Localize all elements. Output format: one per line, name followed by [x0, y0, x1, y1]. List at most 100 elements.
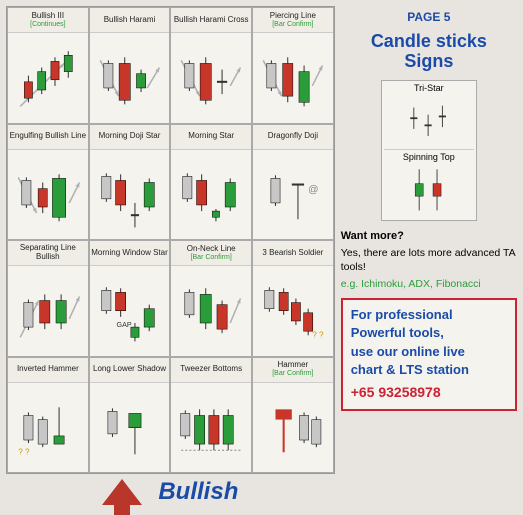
cell-body [171, 33, 251, 123]
arrow-up-icon [102, 479, 142, 505]
cell-header: On-Neck Line [Bar Confirm] [171, 241, 251, 266]
footer-row: Bullish [6, 474, 335, 506]
svg-text:? ?: ? ? [312, 330, 324, 339]
candle-icon [8, 150, 88, 240]
cell-header: Long Lower Shadow [90, 358, 170, 383]
promo-l1: For professional [351, 306, 507, 324]
cell-header: Piercing Line [Bar Confirm] [253, 8, 333, 33]
cell-title: Hammer [254, 361, 332, 370]
pattern-cell: Separating Line Bullish [7, 240, 89, 357]
cell-title: Piercing Line [254, 12, 332, 21]
candle-icon [253, 33, 333, 123]
cell-header: Bullish Harami [90, 8, 170, 33]
candle-icon [90, 33, 170, 123]
cell-header: Separating Line Bullish [8, 241, 88, 266]
cell-title: Bullish Harami [91, 16, 169, 25]
svg-text:@: @ [308, 184, 318, 195]
cell-body [8, 33, 88, 123]
mini-pattern: Tri-Star [384, 83, 474, 150]
cell-title: Morning Star [172, 132, 250, 141]
candle-icon: GAP [90, 266, 170, 356]
cell-header: Inverted Hammer [8, 358, 88, 383]
main-title: Candle sticks Signs [341, 32, 517, 72]
pattern-cell: Morning Star [170, 124, 252, 241]
left-panel: Bullish III [Continues] Bullish Harami B… [6, 6, 335, 506]
pattern-cell: Dragonfly Doji @ [252, 124, 334, 241]
cell-header: Dragonfly Doji [253, 125, 333, 150]
cell-header: Morning Window Star [90, 241, 170, 266]
pattern-cell: Hammer [Bar Confirm] [252, 357, 334, 474]
cell-header: Morning Doji Star [90, 125, 170, 150]
candle-icon: ? ? [8, 383, 88, 473]
cell-body [90, 33, 170, 123]
cell-title: Morning Window Star [91, 249, 169, 258]
cell-header: Bullish Harami Cross [171, 8, 251, 33]
pattern-grid: Bullish III [Continues] Bullish Harami B… [6, 6, 335, 474]
cell-title: On-Neck Line [172, 245, 250, 254]
eg-line: e.g. Ichimoku, ADX, Fibonacci [341, 278, 517, 290]
cell-body [171, 383, 251, 473]
promo-l2: Powerful tools, [351, 324, 507, 342]
cell-body: GAP [90, 266, 170, 356]
want-sub: Yes, there are lots more advanced TA too… [341, 247, 517, 274]
cell-body: @ [253, 150, 333, 240]
pattern-cell: Tweezer Bottoms [170, 357, 252, 474]
pattern-cell: Bullish III [Continues] [7, 7, 89, 124]
pattern-cell: Inverted Hammer ? ? [7, 357, 89, 474]
cell-header: Hammer [Bar Confirm] [253, 358, 333, 383]
promo-phone: +65 93258978 [351, 383, 507, 403]
pattern-cell: Piercing Line [Bar Confirm] [252, 7, 334, 124]
cell-sub: [Bar Confirm] [172, 254, 250, 262]
cell-body [171, 150, 251, 240]
cell-body [253, 383, 333, 473]
pattern-cell: Bullish Harami [89, 7, 171, 124]
cell-header: Tweezer Bottoms [171, 358, 251, 383]
cell-sub: [Continues] [9, 21, 87, 29]
pattern-cell: 3 Bearish Soldier ? ? [252, 240, 334, 357]
cell-title: Morning Doji Star [91, 132, 169, 141]
pattern-cell: Morning Window Star GAP [89, 240, 171, 357]
svg-text:GAP: GAP [116, 321, 131, 329]
cell-body: ? ? [8, 383, 88, 473]
candle-icon [8, 266, 88, 356]
promo-l4: chart & LTS station [351, 361, 507, 379]
candle-icon [171, 150, 251, 240]
mini-title: Tri-Star [384, 83, 474, 93]
candle-icon: @ [253, 150, 333, 240]
candle-icon [253, 383, 333, 473]
want-more: Want more? [341, 229, 517, 243]
candle-icon [171, 266, 251, 356]
cell-body [171, 266, 251, 356]
cell-body: ? ? [253, 266, 333, 356]
mini-patterns: Tri-Star Spinning Top [381, 80, 477, 221]
mini-pattern: Spinning Top [384, 152, 474, 218]
cell-title: Bullish Harami Cross [172, 16, 250, 25]
title-line2: Signs [341, 52, 517, 72]
cell-header: Bullish III [Continues] [8, 8, 88, 33]
cell-body [8, 150, 88, 240]
page-number: PAGE 5 [341, 10, 517, 24]
cell-header: 3 Bearish Soldier [253, 241, 333, 266]
cell-title: Inverted Hammer [9, 365, 87, 374]
cell-body [90, 383, 170, 473]
cell-title: Engulfing Bullish Line [9, 132, 87, 141]
cell-title: Dragonfly Doji [254, 132, 332, 141]
cell-title: Long Lower Shadow [91, 365, 169, 374]
cell-title: Bullish III [9, 12, 87, 21]
right-panel: PAGE 5 Candle sticks Signs Tri-Star Spin… [341, 6, 517, 506]
candle-icon [8, 33, 88, 123]
pattern-cell: Long Lower Shadow [89, 357, 171, 474]
cell-sub: [Bar Confirm] [254, 21, 332, 29]
candle-icon [171, 383, 251, 473]
pattern-cell: On-Neck Line [Bar Confirm] [170, 240, 252, 357]
candle-icon [90, 150, 170, 240]
pattern-cell: Morning Doji Star [89, 124, 171, 241]
cell-body [253, 33, 333, 123]
svg-text:? ?: ? ? [18, 447, 30, 456]
promo-l3: use our online live [351, 343, 507, 361]
cell-title: 3 Bearish Soldier [254, 249, 332, 258]
promo-box: For professional Powerful tools, use our… [341, 298, 517, 410]
title-line1: Candle sticks [341, 32, 517, 52]
cell-header: Engulfing Bullish Line [8, 125, 88, 150]
cell-body [8, 266, 88, 356]
